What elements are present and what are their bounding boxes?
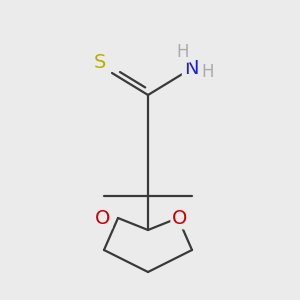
Text: N: N [184,58,198,77]
Text: H: H [202,63,214,81]
Text: O: O [95,208,111,227]
Text: H: H [177,43,189,61]
Text: O: O [172,208,188,227]
Text: S: S [94,53,106,73]
